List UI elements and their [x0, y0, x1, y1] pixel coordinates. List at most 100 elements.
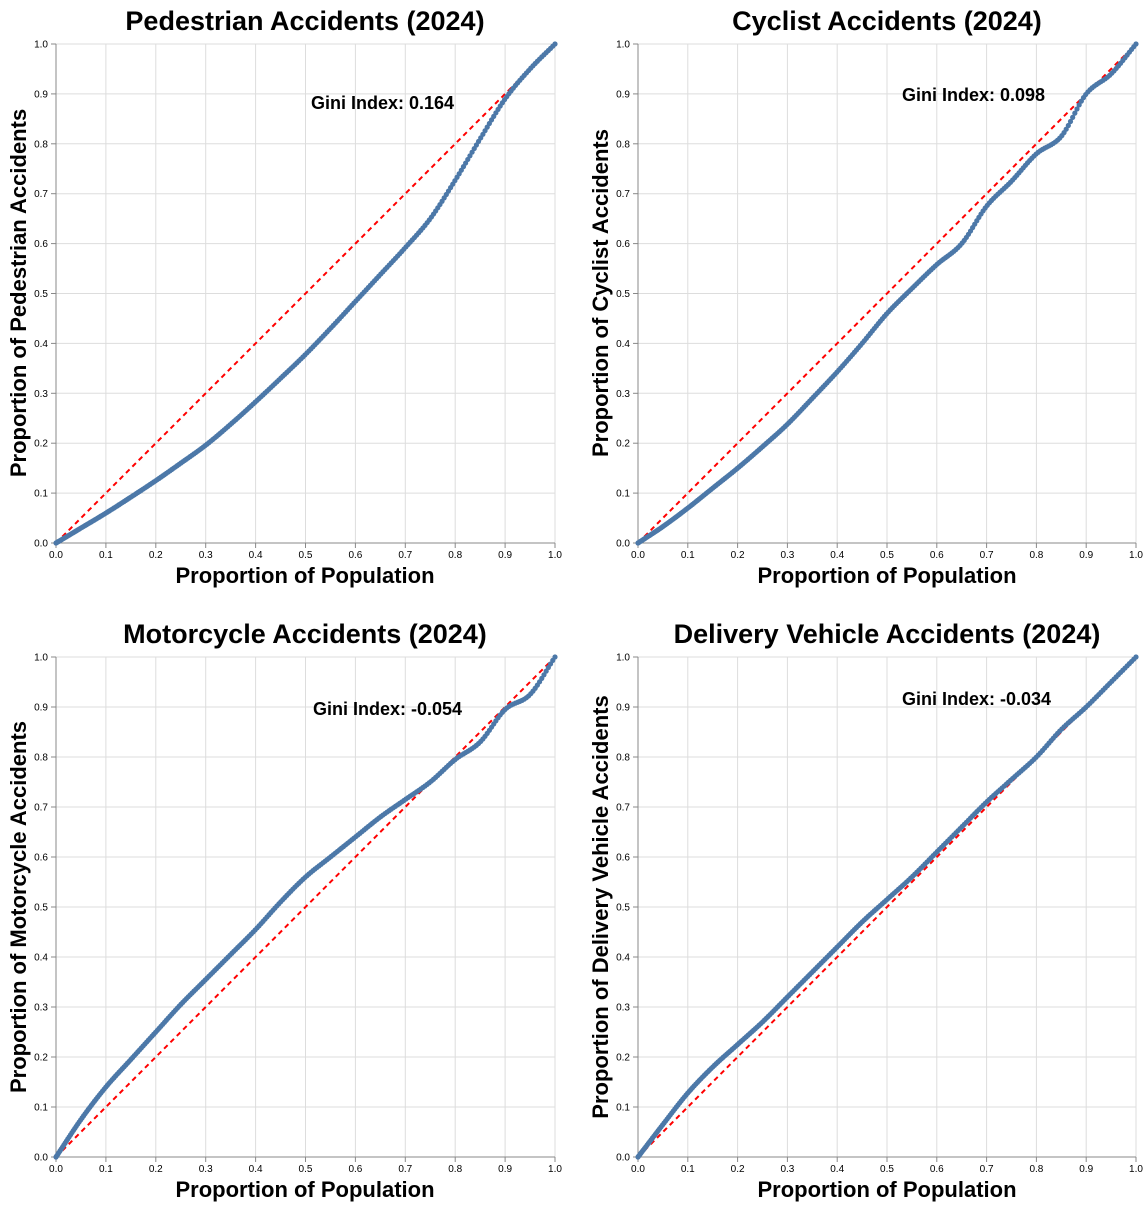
y-tick-label: 0.1 [616, 1103, 630, 1114]
x-tick-label: 0.4 [830, 1164, 844, 1175]
y-tick-label: 0.5 [34, 903, 48, 914]
y-tick-label: 0.4 [34, 953, 48, 964]
x-tick-label: 0.6 [348, 1164, 362, 1175]
gini-index-annotation: Gini Index: -0.034 [902, 689, 1051, 709]
chart-title: Cyclist Accidents (2024) [732, 6, 1042, 36]
y-tick-label: 0.2 [616, 1053, 630, 1064]
equality-line [55, 656, 556, 1158]
x-tick-label: 0.6 [930, 1164, 944, 1175]
x-tick-label: 0.4 [249, 550, 263, 561]
y-tick-label: 0.6 [34, 239, 48, 250]
x-tick-label: 0.5 [299, 1164, 313, 1175]
gini-index-annotation: Gini Index: 0.098 [902, 85, 1045, 105]
y-tick-label: 0.1 [616, 489, 630, 500]
x-tick-label: 0.1 [99, 550, 113, 561]
chart-title: Pedestrian Accidents (2024) [125, 6, 484, 36]
x-tick-label: 0.9 [1079, 1164, 1093, 1175]
x-tick-label: 0.9 [498, 1164, 512, 1175]
chart-panel: 0.0 0.1 0.2 0.3 0.4 0.5 0.6 0.7 0.8 0.9 1.0 0.0 0.1 0… [588, 619, 1143, 1202]
x-tick-label: 0.0 [49, 550, 63, 561]
y-tick-label: 0.9 [34, 89, 48, 100]
y-tick-label: 0.0 [34, 539, 48, 550]
x-tick-label: 0.7 [398, 550, 412, 561]
x-tick-label: 1.0 [548, 550, 562, 561]
x-tick-label: 0.0 [631, 1164, 645, 1175]
chart-panel: 0.0 0.1 0.2 0.3 0.4 0.5 0.6 0.7 0.8 0.9 1.0 0.0 0.1 0… [6, 619, 562, 1202]
y-tick-label: 0.0 [34, 1153, 48, 1164]
lorenz-point [1133, 41, 1139, 47]
x-tick-label: 0.3 [199, 550, 213, 561]
gini-index-annotation: Gini Index: -0.054 [313, 699, 462, 719]
lorenz-point [1065, 122, 1071, 129]
x-tick-label: 0.8 [1029, 1164, 1043, 1175]
gini-index-annotation: Gini Index: 0.164 [311, 93, 454, 113]
x-tick-label: 0.4 [830, 550, 844, 561]
y-tick-label: 0.6 [616, 853, 630, 864]
y-tick-label: 0.2 [34, 439, 48, 450]
lorenz-point [1072, 110, 1078, 116]
x-tick-label: 0.5 [299, 550, 313, 561]
equality-line [55, 43, 556, 544]
y-tick-label: 0.5 [616, 289, 630, 300]
y-axis-label: Proportion of Delivery Vehicle Accidents [588, 695, 613, 1118]
y-tick-label: 0.6 [616, 239, 630, 250]
x-tick-label: 0.4 [249, 1164, 263, 1175]
y-axis-label: Proportion of Cyclist Accidents [588, 129, 613, 457]
lorenz-point [552, 41, 558, 47]
y-tick-label: 0.8 [34, 753, 48, 764]
lorenz-point [1074, 106, 1080, 112]
y-tick-label: 0.1 [34, 489, 48, 500]
y-tick-label: 0.6 [34, 853, 48, 864]
chart-panel: 0.0 0.1 0.2 0.3 0.4 0.5 0.6 0.7 0.8 0.9 1.0 0.0 0.1 0… [6, 6, 562, 588]
lorenz-point [552, 654, 558, 660]
y-tick-label: 0.3 [616, 389, 630, 400]
y-tick-label: 0.3 [34, 389, 48, 400]
y-tick-label: 0.5 [616, 903, 630, 914]
lorenz-point [1067, 118, 1074, 125]
y-tick-label: 0.3 [616, 1003, 630, 1014]
x-tick-label: 0.8 [1029, 550, 1043, 561]
y-tick-label: 0.8 [34, 139, 48, 150]
x-axis-label: Proportion of Population [757, 563, 1016, 588]
y-tick-label: 1.0 [34, 40, 48, 51]
y-tick-label: 1.0 [616, 40, 630, 51]
y-tick-label: 0.7 [616, 189, 630, 200]
y-tick-label: 0.4 [616, 339, 630, 350]
x-tick-label: 0.7 [980, 1164, 994, 1175]
x-axis-label: Proportion of Population [757, 1177, 1016, 1202]
x-tick-label: 0.5 [880, 1164, 894, 1175]
chart-panel: 0.0 0.1 0.2 0.3 0.4 0.5 0.6 0.7 0.8 0.9 1.0 0.0 0.1 0… [588, 6, 1143, 588]
y-axis-label: Proportion of Motorcycle Accidents [6, 721, 31, 1093]
x-tick-label: 0.5 [880, 550, 894, 561]
y-tick-label: 0.7 [34, 189, 48, 200]
x-tick-label: 0.8 [448, 1164, 462, 1175]
y-tick-label: 0.2 [616, 439, 630, 450]
y-tick-label: 0.0 [616, 1153, 630, 1164]
x-tick-label: 0.1 [99, 1164, 113, 1175]
y-tick-label: 0.4 [34, 339, 48, 350]
equality-line [637, 43, 1137, 544]
x-tick-label: 1.0 [1129, 1164, 1143, 1175]
y-tick-label: 1.0 [34, 653, 48, 664]
y-tick-label: 0.2 [34, 1053, 48, 1064]
x-tick-label: 0.3 [199, 1164, 213, 1175]
y-tick-label: 0.0 [616, 539, 630, 550]
y-tick-label: 0.9 [616, 89, 630, 100]
x-tick-label: 1.0 [548, 1164, 562, 1175]
y-tick-label: 0.4 [616, 953, 630, 964]
x-tick-label: 0.9 [498, 550, 512, 561]
x-tick-label: 0.7 [980, 550, 994, 561]
x-tick-label: 1.0 [1129, 550, 1143, 561]
x-tick-label: 0.7 [398, 1164, 412, 1175]
y-tick-label: 0.8 [616, 139, 630, 150]
y-tick-label: 0.9 [616, 703, 630, 714]
x-tick-label: 0.2 [731, 1164, 745, 1175]
x-tick-label: 0.1 [681, 550, 695, 561]
y-tick-label: 1.0 [616, 653, 630, 664]
x-tick-label: 0.6 [930, 550, 944, 561]
x-tick-label: 0.2 [149, 1164, 163, 1175]
x-axis-label: Proportion of Population [175, 1177, 434, 1202]
y-tick-label: 0.7 [34, 803, 48, 814]
lorenz-point [1133, 654, 1139, 660]
x-tick-label: 0.0 [631, 550, 645, 561]
